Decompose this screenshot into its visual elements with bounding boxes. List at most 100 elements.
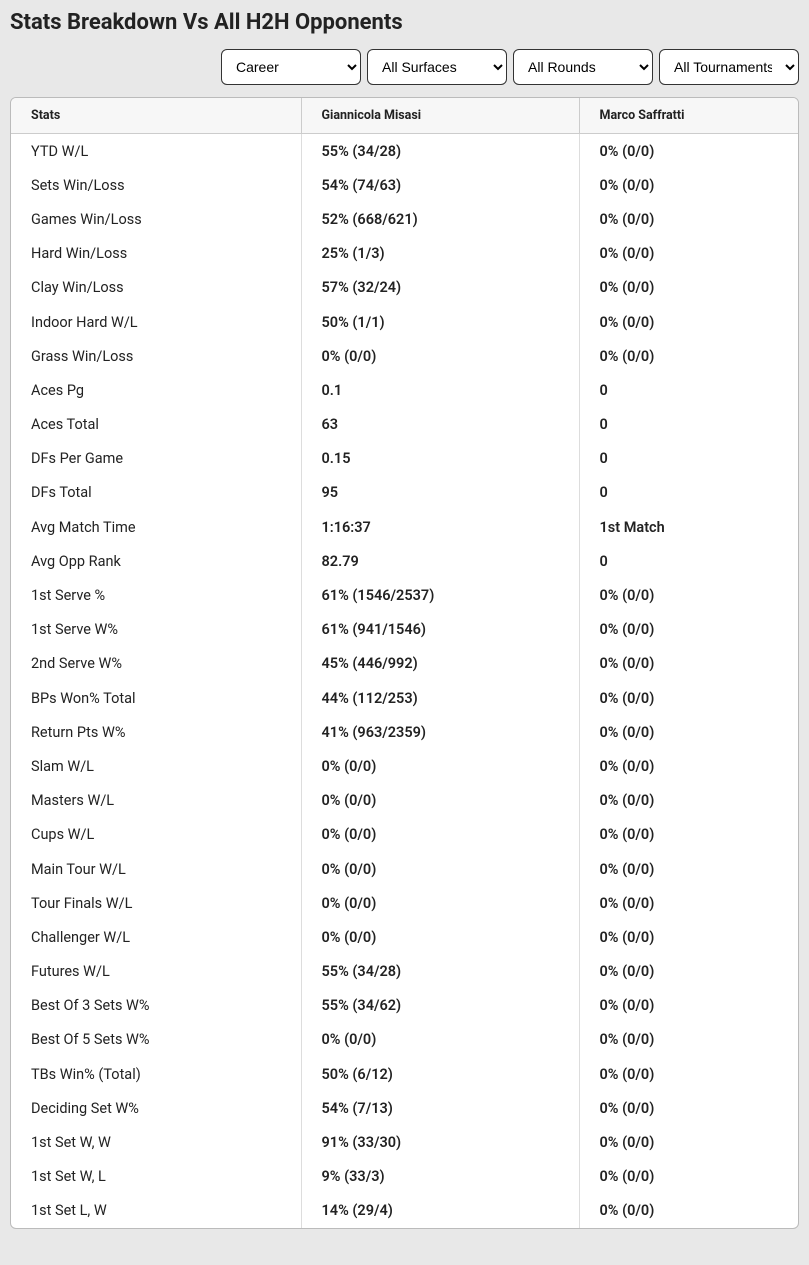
stat-label: YTD W/L xyxy=(11,134,301,169)
player2-value: 0% (0/0) xyxy=(579,1125,798,1159)
stat-label: Return Pts W% xyxy=(11,715,301,749)
table-row: 1st Set W, W91% (33/30)0% (0/0) xyxy=(11,1125,798,1159)
player1-value: 50% (6/12) xyxy=(301,1057,579,1091)
table-row: 1st Serve %61% (1546/2537)0% (0/0) xyxy=(11,578,798,612)
filters-bar: Career All Surfaces All Rounds All Tourn… xyxy=(10,49,799,85)
player2-value: 0 xyxy=(579,442,798,476)
player2-value: 0% (0/0) xyxy=(579,920,798,954)
player1-value: 0% (0/0) xyxy=(301,886,579,920)
page-title: Stats Breakdown Vs All H2H Opponents xyxy=(10,10,799,35)
stat-label: Tour Finals W/L xyxy=(11,886,301,920)
stat-label: DFs Per Game xyxy=(11,442,301,476)
player2-value: 0% (0/0) xyxy=(579,715,798,749)
table-row: 1st Serve W%61% (941/1546)0% (0/0) xyxy=(11,613,798,647)
stat-label: Games Win/Loss xyxy=(11,202,301,236)
stat-label: 1st Serve % xyxy=(11,578,301,612)
stat-label: Slam W/L xyxy=(11,749,301,783)
table-row: 1st Set W, L9% (33/3)0% (0/0) xyxy=(11,1160,798,1194)
stat-label: 1st Set W, W xyxy=(11,1125,301,1159)
player2-value: 0% (0/0) xyxy=(579,305,798,339)
stat-label: BPs Won% Total xyxy=(11,681,301,715)
table-row: Grass Win/Loss0% (0/0)0% (0/0) xyxy=(11,339,798,373)
player1-value: 45% (446/992) xyxy=(301,647,579,681)
table-row: Games Win/Loss52% (668/621)0% (0/0) xyxy=(11,202,798,236)
table-row: Aces Total630 xyxy=(11,408,798,442)
player2-value: 0% (0/0) xyxy=(579,202,798,236)
stat-label: 2nd Serve W% xyxy=(11,647,301,681)
player1-value: 54% (7/13) xyxy=(301,1091,579,1125)
player1-value: 14% (29/4) xyxy=(301,1194,579,1228)
stat-label: Indoor Hard W/L xyxy=(11,305,301,339)
player2-value: 0% (0/0) xyxy=(579,1091,798,1125)
player1-value: 61% (941/1546) xyxy=(301,613,579,647)
surfaces-select[interactable]: All Surfaces xyxy=(367,49,507,85)
player1-value: 50% (1/1) xyxy=(301,305,579,339)
player1-value: 91% (33/30) xyxy=(301,1125,579,1159)
stats-table: Stats Giannicola Misasi Marco Saffratti … xyxy=(11,98,798,1228)
stat-label: Deciding Set W% xyxy=(11,1091,301,1125)
player1-value: 0.1 xyxy=(301,373,579,407)
player1-value: 54% (74/63) xyxy=(301,168,579,202)
player2-value: 0% (0/0) xyxy=(579,1160,798,1194)
table-row: Avg Opp Rank82.790 xyxy=(11,544,798,578)
player2-value: 0% (0/0) xyxy=(579,578,798,612)
stat-label: Challenger W/L xyxy=(11,920,301,954)
player1-value: 82.79 xyxy=(301,544,579,578)
table-row: Futures W/L55% (34/28)0% (0/0) xyxy=(11,955,798,989)
player2-value: 0% (0/0) xyxy=(579,134,798,169)
table-row: Deciding Set W%54% (7/13)0% (0/0) xyxy=(11,1091,798,1125)
player2-value: 0% (0/0) xyxy=(579,339,798,373)
tournaments-select[interactable]: All Tournaments xyxy=(659,49,799,85)
player1-value: 55% (34/28) xyxy=(301,134,579,169)
table-row: Clay Win/Loss57% (32/24)0% (0/0) xyxy=(11,271,798,305)
table-row: 1st Set L, W14% (29/4)0% (0/0) xyxy=(11,1194,798,1228)
stat-label: Hard Win/Loss xyxy=(11,237,301,271)
table-row: Indoor Hard W/L50% (1/1)0% (0/0) xyxy=(11,305,798,339)
player1-value: 41% (963/2359) xyxy=(301,715,579,749)
stats-table-container: Stats Giannicola Misasi Marco Saffratti … xyxy=(10,97,799,1229)
stat-label: Sets Win/Loss xyxy=(11,168,301,202)
career-select[interactable]: Career xyxy=(221,49,361,85)
rounds-select[interactable]: All Rounds xyxy=(513,49,653,85)
player1-value: 0% (0/0) xyxy=(301,749,579,783)
table-row: DFs Per Game0.150 xyxy=(11,442,798,476)
player1-value: 0% (0/0) xyxy=(301,920,579,954)
player1-value: 55% (34/28) xyxy=(301,955,579,989)
table-row: Main Tour W/L0% (0/0)0% (0/0) xyxy=(11,852,798,886)
player1-value: 0.15 xyxy=(301,442,579,476)
stat-label: DFs Total xyxy=(11,476,301,510)
table-row: Tour Finals W/L0% (0/0)0% (0/0) xyxy=(11,886,798,920)
stat-label: Cups W/L xyxy=(11,818,301,852)
player2-value: 0% (0/0) xyxy=(579,749,798,783)
player2-value: 0 xyxy=(579,408,798,442)
stat-label: Aces Total xyxy=(11,408,301,442)
table-row: Slam W/L0% (0/0)0% (0/0) xyxy=(11,749,798,783)
stat-label: Best Of 3 Sets W% xyxy=(11,989,301,1023)
table-row: Best Of 5 Sets W%0% (0/0)0% (0/0) xyxy=(11,1023,798,1057)
stat-label: TBs Win% (Total) xyxy=(11,1057,301,1091)
player2-value: 0 xyxy=(579,476,798,510)
player1-value: 0% (0/0) xyxy=(301,339,579,373)
header-stats: Stats xyxy=(11,98,301,134)
header-player2: Marco Saffratti xyxy=(579,98,798,134)
player2-value: 0% (0/0) xyxy=(579,1057,798,1091)
player1-value: 52% (668/621) xyxy=(301,202,579,236)
header-player1: Giannicola Misasi xyxy=(301,98,579,134)
player1-value: 0% (0/0) xyxy=(301,818,579,852)
stat-label: 1st Set L, W xyxy=(11,1194,301,1228)
stat-label: 1st Set W, L xyxy=(11,1160,301,1194)
table-row: BPs Won% Total44% (112/253)0% (0/0) xyxy=(11,681,798,715)
table-row: 2nd Serve W%45% (446/992)0% (0/0) xyxy=(11,647,798,681)
table-row: DFs Total950 xyxy=(11,476,798,510)
stat-label: Best Of 5 Sets W% xyxy=(11,1023,301,1057)
table-row: Sets Win/Loss54% (74/63)0% (0/0) xyxy=(11,168,798,202)
player1-value: 0% (0/0) xyxy=(301,852,579,886)
table-row: Avg Match Time1:16:371st Match xyxy=(11,510,798,544)
table-row: Masters W/L0% (0/0)0% (0/0) xyxy=(11,784,798,818)
player2-value: 0% (0/0) xyxy=(579,1194,798,1228)
player2-value: 0 xyxy=(579,373,798,407)
table-row: Cups W/L0% (0/0)0% (0/0) xyxy=(11,818,798,852)
player2-value: 1st Match xyxy=(579,510,798,544)
player2-value: 0% (0/0) xyxy=(579,647,798,681)
stat-label: 1st Serve W% xyxy=(11,613,301,647)
